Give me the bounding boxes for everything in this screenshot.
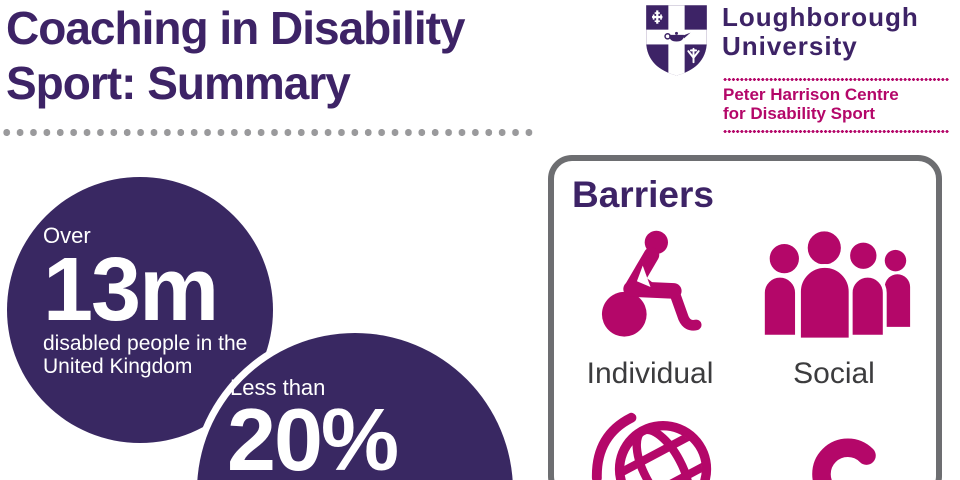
shield-emblem-icon: [687, 47, 700, 64]
lamp-icon: [664, 31, 691, 42]
centre-name: Peter Harrison Centre for Disability Spo…: [723, 85, 899, 123]
centre-name-line1: Peter Harrison Centre: [723, 85, 899, 104]
barriers-heading: Barriers: [572, 174, 714, 215]
wheelchair-icon: [601, 230, 702, 337]
stat-value: 20%: [227, 390, 399, 480]
centre-dotted-rule-top: [723, 78, 949, 81]
globe-icon: [591, 412, 716, 480]
page-title: Coaching in Disability Sport: Summary: [6, 1, 466, 111]
arc-icon: [812, 438, 876, 480]
stat-circle-13m: Over 13m disabled people in the United K…: [7, 177, 273, 443]
university-shield-icon: [646, 5, 707, 76]
people-group-icon: [760, 227, 911, 342]
page-title-line2: Sport: Summary: [6, 57, 351, 109]
barrier-label-individual: Individual: [586, 357, 714, 390]
dotted-separator: [0, 129, 534, 136]
barrier-label-social: Social: [793, 357, 875, 390]
university-name: Loughborough University: [722, 3, 919, 61]
centre-name-line2: for Disability Sport: [723, 104, 876, 123]
stat-qualifier: Over: [43, 223, 91, 248]
stat-value: 13m: [43, 240, 219, 340]
university-name-line2: University: [722, 31, 858, 61]
university-name-line1: Loughborough: [722, 2, 919, 32]
centre-dotted-rule-bottom: [723, 130, 949, 133]
stat-description: disabled people in the United Kingdom: [43, 332, 248, 378]
cross-crosslet-icon: [652, 10, 663, 24]
page-title-line1: Coaching in Disability: [6, 2, 466, 54]
stat-qualifier: Less than: [230, 375, 326, 400]
barriers-panel: Barriers: [548, 155, 942, 480]
